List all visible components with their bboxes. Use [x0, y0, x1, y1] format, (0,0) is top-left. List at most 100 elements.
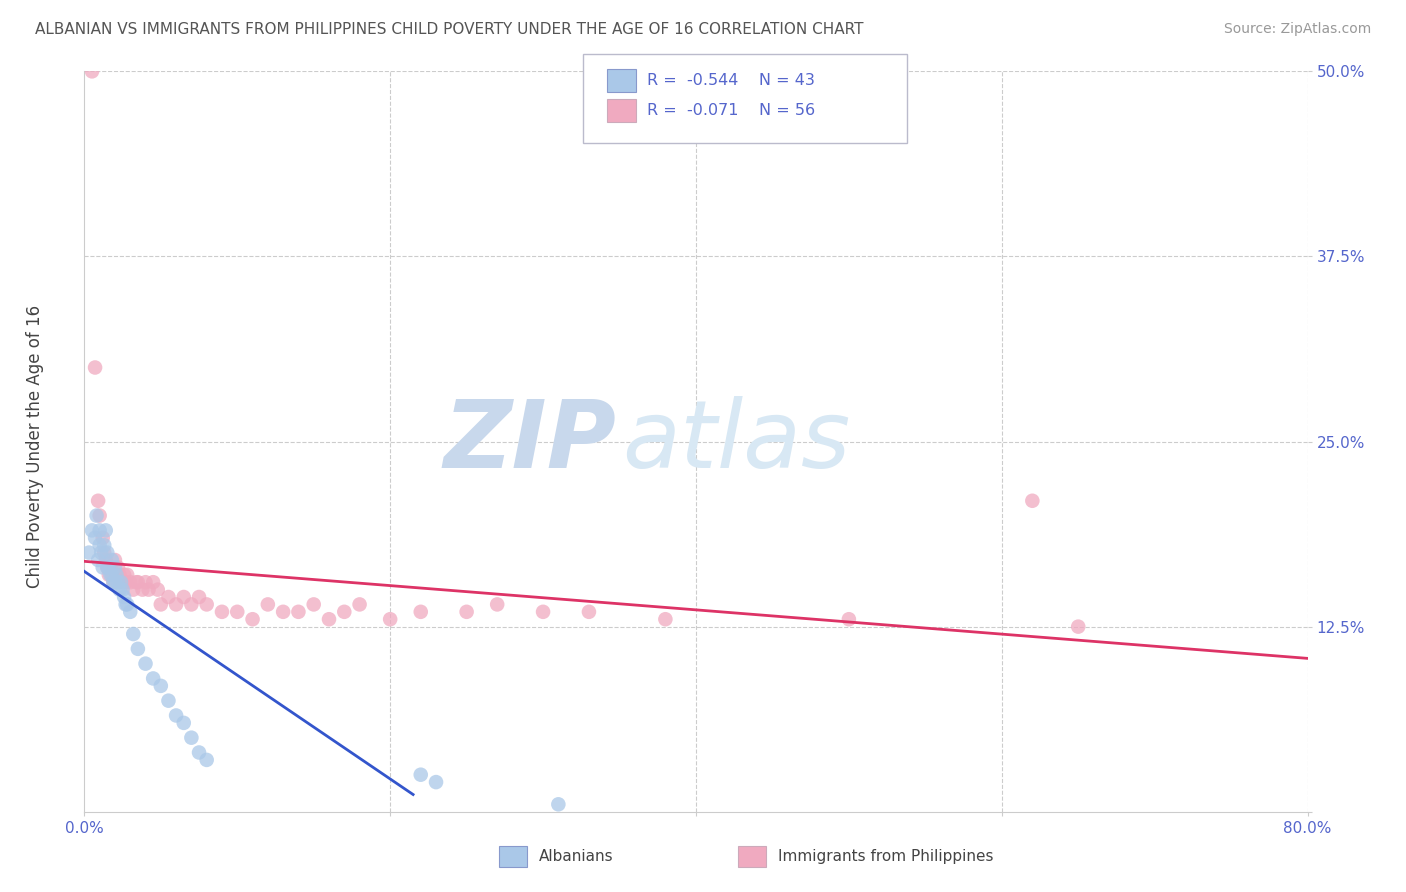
Point	[146, 582, 169, 597]
Point	[333, 605, 356, 619]
Point	[409, 605, 432, 619]
Point	[101, 567, 124, 582]
Text: Child Poverty Under the Age of 16: Child Poverty Under the Age of 16	[27, 304, 44, 588]
Point	[87, 493, 110, 508]
Point	[93, 538, 115, 552]
Point	[98, 560, 121, 574]
Point	[135, 575, 157, 590]
Point	[89, 508, 111, 523]
Point	[80, 524, 103, 538]
Point	[103, 575, 125, 590]
Point	[838, 612, 860, 626]
Point	[80, 64, 103, 78]
Point	[138, 582, 160, 597]
Point	[131, 582, 153, 597]
Point	[84, 531, 107, 545]
Point	[104, 560, 127, 574]
Point	[578, 605, 600, 619]
Point	[111, 582, 134, 597]
Point	[104, 553, 127, 567]
Point	[110, 575, 132, 590]
Point	[115, 598, 138, 612]
Point	[112, 590, 135, 604]
Point	[120, 575, 142, 590]
Point	[122, 627, 145, 641]
Text: R =  -0.544    N = 43: R = -0.544 N = 43	[647, 73, 814, 87]
Point	[101, 567, 124, 582]
Point	[425, 775, 447, 789]
Point	[188, 746, 211, 760]
Point	[188, 590, 211, 604]
Point	[107, 560, 129, 574]
Point	[654, 612, 676, 626]
Point	[108, 582, 131, 597]
Text: Immigrants from Philippines: Immigrants from Philippines	[778, 849, 993, 864]
Point	[89, 538, 111, 552]
Point	[122, 582, 145, 597]
Point	[94, 553, 117, 567]
Point	[87, 553, 110, 567]
Point	[98, 567, 121, 582]
Point	[115, 567, 138, 582]
Point	[149, 679, 172, 693]
Point	[125, 575, 148, 590]
Point	[96, 560, 118, 574]
Point	[380, 612, 402, 626]
Point	[105, 567, 128, 582]
Point	[135, 657, 157, 671]
Point	[165, 708, 187, 723]
Text: Albanians: Albanians	[538, 849, 613, 864]
Point	[97, 567, 120, 582]
Point	[86, 508, 108, 523]
Point	[97, 560, 120, 574]
Point	[165, 598, 187, 612]
Point	[104, 575, 127, 590]
Point	[114, 598, 136, 612]
Text: atlas: atlas	[623, 396, 851, 487]
Point	[1021, 493, 1043, 508]
Point	[114, 575, 136, 590]
Point	[142, 672, 165, 686]
Point	[112, 567, 135, 582]
Point	[409, 767, 432, 781]
Point	[103, 575, 125, 590]
Point	[195, 598, 218, 612]
Point	[77, 546, 100, 560]
Point	[157, 694, 180, 708]
Point	[108, 567, 131, 582]
Point	[547, 797, 569, 812]
Point	[318, 612, 340, 626]
Point	[1067, 619, 1090, 633]
Point	[456, 605, 478, 619]
Point	[226, 605, 249, 619]
Point	[180, 598, 202, 612]
Text: ALBANIAN VS IMMIGRANTS FROM PHILIPPINES CHILD POVERTY UNDER THE AGE OF 16 CORREL: ALBANIAN VS IMMIGRANTS FROM PHILIPPINES …	[35, 22, 863, 37]
Point	[486, 598, 509, 612]
Point	[111, 575, 134, 590]
Point	[127, 575, 149, 590]
Point	[211, 605, 233, 619]
Point	[271, 605, 294, 619]
Point	[107, 575, 129, 590]
Point	[149, 598, 172, 612]
Point	[96, 560, 118, 574]
Point	[94, 524, 117, 538]
Point	[93, 546, 115, 560]
Point	[91, 560, 114, 574]
Point	[142, 575, 165, 590]
Point	[287, 605, 309, 619]
Point	[96, 546, 118, 560]
Text: Source: ZipAtlas.com: Source: ZipAtlas.com	[1223, 22, 1371, 37]
Point	[127, 641, 149, 656]
Point	[173, 590, 195, 604]
Point	[302, 598, 325, 612]
Point	[120, 605, 142, 619]
Point	[349, 598, 371, 612]
Point	[180, 731, 202, 745]
Point	[90, 546, 112, 560]
Point	[157, 590, 180, 604]
Point	[531, 605, 554, 619]
Point	[105, 567, 128, 582]
Point	[242, 612, 264, 626]
Point	[91, 531, 114, 545]
